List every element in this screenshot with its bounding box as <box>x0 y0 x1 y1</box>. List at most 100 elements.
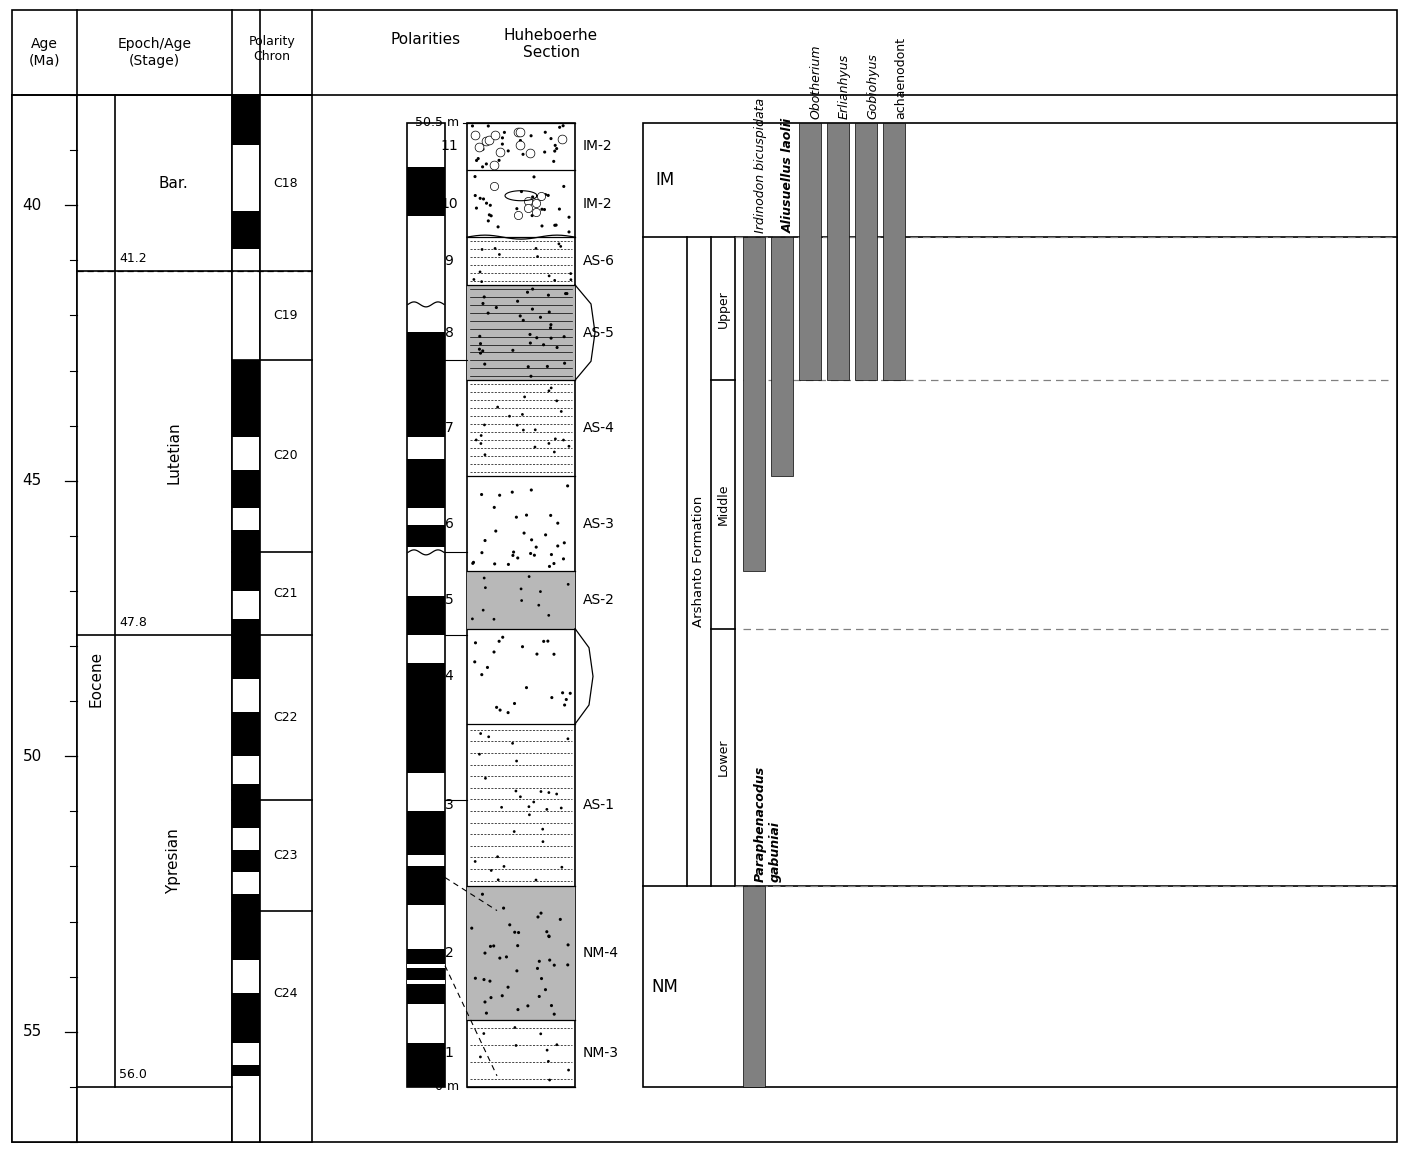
Text: 0 m: 0 m <box>435 1081 459 1093</box>
Point <box>514 388 536 407</box>
Point <box>509 580 532 598</box>
Point <box>525 194 547 213</box>
Point <box>464 852 487 870</box>
Text: AS-3: AS-3 <box>582 517 615 531</box>
Point <box>464 127 487 145</box>
Text: Polarity
Chron: Polarity Chron <box>249 35 295 63</box>
Text: 47.8: 47.8 <box>120 616 146 629</box>
Point <box>530 216 553 235</box>
Point <box>494 123 516 142</box>
Point <box>529 1025 552 1043</box>
Text: IM: IM <box>656 171 674 189</box>
Point <box>549 119 571 137</box>
Point <box>546 338 568 357</box>
Point <box>536 632 559 651</box>
Point <box>529 582 552 601</box>
Text: Age
(Ma): Age (Ma) <box>28 37 61 67</box>
Point <box>537 435 560 453</box>
Point <box>483 937 505 955</box>
Bar <box>799 122 822 380</box>
Point <box>549 910 571 928</box>
Point <box>559 684 581 703</box>
Point <box>504 1018 526 1037</box>
Point <box>471 342 494 360</box>
Point <box>554 690 577 709</box>
Text: 6: 6 <box>445 517 453 531</box>
Point <box>474 769 497 788</box>
Point <box>504 694 526 712</box>
Point <box>523 421 546 439</box>
Point <box>502 340 525 359</box>
Point <box>471 241 494 259</box>
Text: 41.2: 41.2 <box>120 252 146 265</box>
Point <box>515 679 537 697</box>
Bar <box>232 634 260 679</box>
Point <box>526 645 549 664</box>
Point <box>507 548 529 567</box>
Point <box>512 421 535 439</box>
Point <box>535 981 557 999</box>
Point <box>540 688 563 706</box>
Point <box>540 545 563 564</box>
Point <box>536 1041 559 1060</box>
Point <box>557 955 580 974</box>
Point <box>471 885 494 904</box>
Point <box>521 300 543 318</box>
Point <box>502 546 525 565</box>
Point <box>480 861 502 880</box>
Point <box>526 959 549 977</box>
Text: Gobiohyus: Gobiohyus <box>865 52 879 119</box>
Point <box>492 899 515 918</box>
Text: achaenodont: achaenodont <box>893 36 908 119</box>
Point <box>474 992 497 1011</box>
Bar <box>467 285 575 380</box>
Point <box>519 333 542 352</box>
Point <box>525 538 547 557</box>
Point <box>466 199 488 217</box>
Point <box>519 325 542 344</box>
Point <box>491 129 514 148</box>
Point <box>471 158 494 177</box>
Bar <box>232 712 260 756</box>
Bar <box>407 867 445 905</box>
Text: Paraphenacodus
gabuniai: Paraphenacodus gabuniai <box>754 766 782 882</box>
Point <box>522 187 545 206</box>
Point <box>474 531 497 550</box>
Point <box>505 752 528 770</box>
Point <box>463 653 485 672</box>
Text: 7: 7 <box>445 421 453 435</box>
Text: Huheboerhe
Section: Huheboerhe Section <box>504 28 598 60</box>
Point <box>560 271 582 289</box>
Bar <box>232 359 260 437</box>
Bar <box>232 530 260 552</box>
Point <box>553 177 575 195</box>
Point <box>533 143 556 162</box>
Point <box>463 553 485 572</box>
Point <box>525 870 547 889</box>
Text: Epoch/Age
(Stage): Epoch/Age (Stage) <box>118 37 191 67</box>
Point <box>487 217 509 236</box>
Text: 56.0: 56.0 <box>120 1068 146 1081</box>
Point <box>488 151 511 170</box>
Point <box>467 149 490 167</box>
Point <box>543 271 566 289</box>
Point <box>484 125 507 144</box>
Point <box>483 643 505 661</box>
Point <box>491 798 514 817</box>
Point <box>557 935 580 954</box>
Point <box>543 216 566 235</box>
Point <box>535 123 557 142</box>
Point <box>470 344 492 363</box>
Point <box>547 235 570 253</box>
Point <box>521 207 543 225</box>
Text: Erlianhyus: Erlianhyus <box>839 53 851 119</box>
Point <box>476 155 498 173</box>
Point <box>511 591 533 610</box>
Bar <box>407 963 445 968</box>
Point <box>529 782 552 801</box>
Point <box>525 239 547 258</box>
Point <box>545 430 567 449</box>
Point <box>526 329 549 347</box>
Text: C21: C21 <box>274 587 298 601</box>
Point <box>471 294 494 313</box>
